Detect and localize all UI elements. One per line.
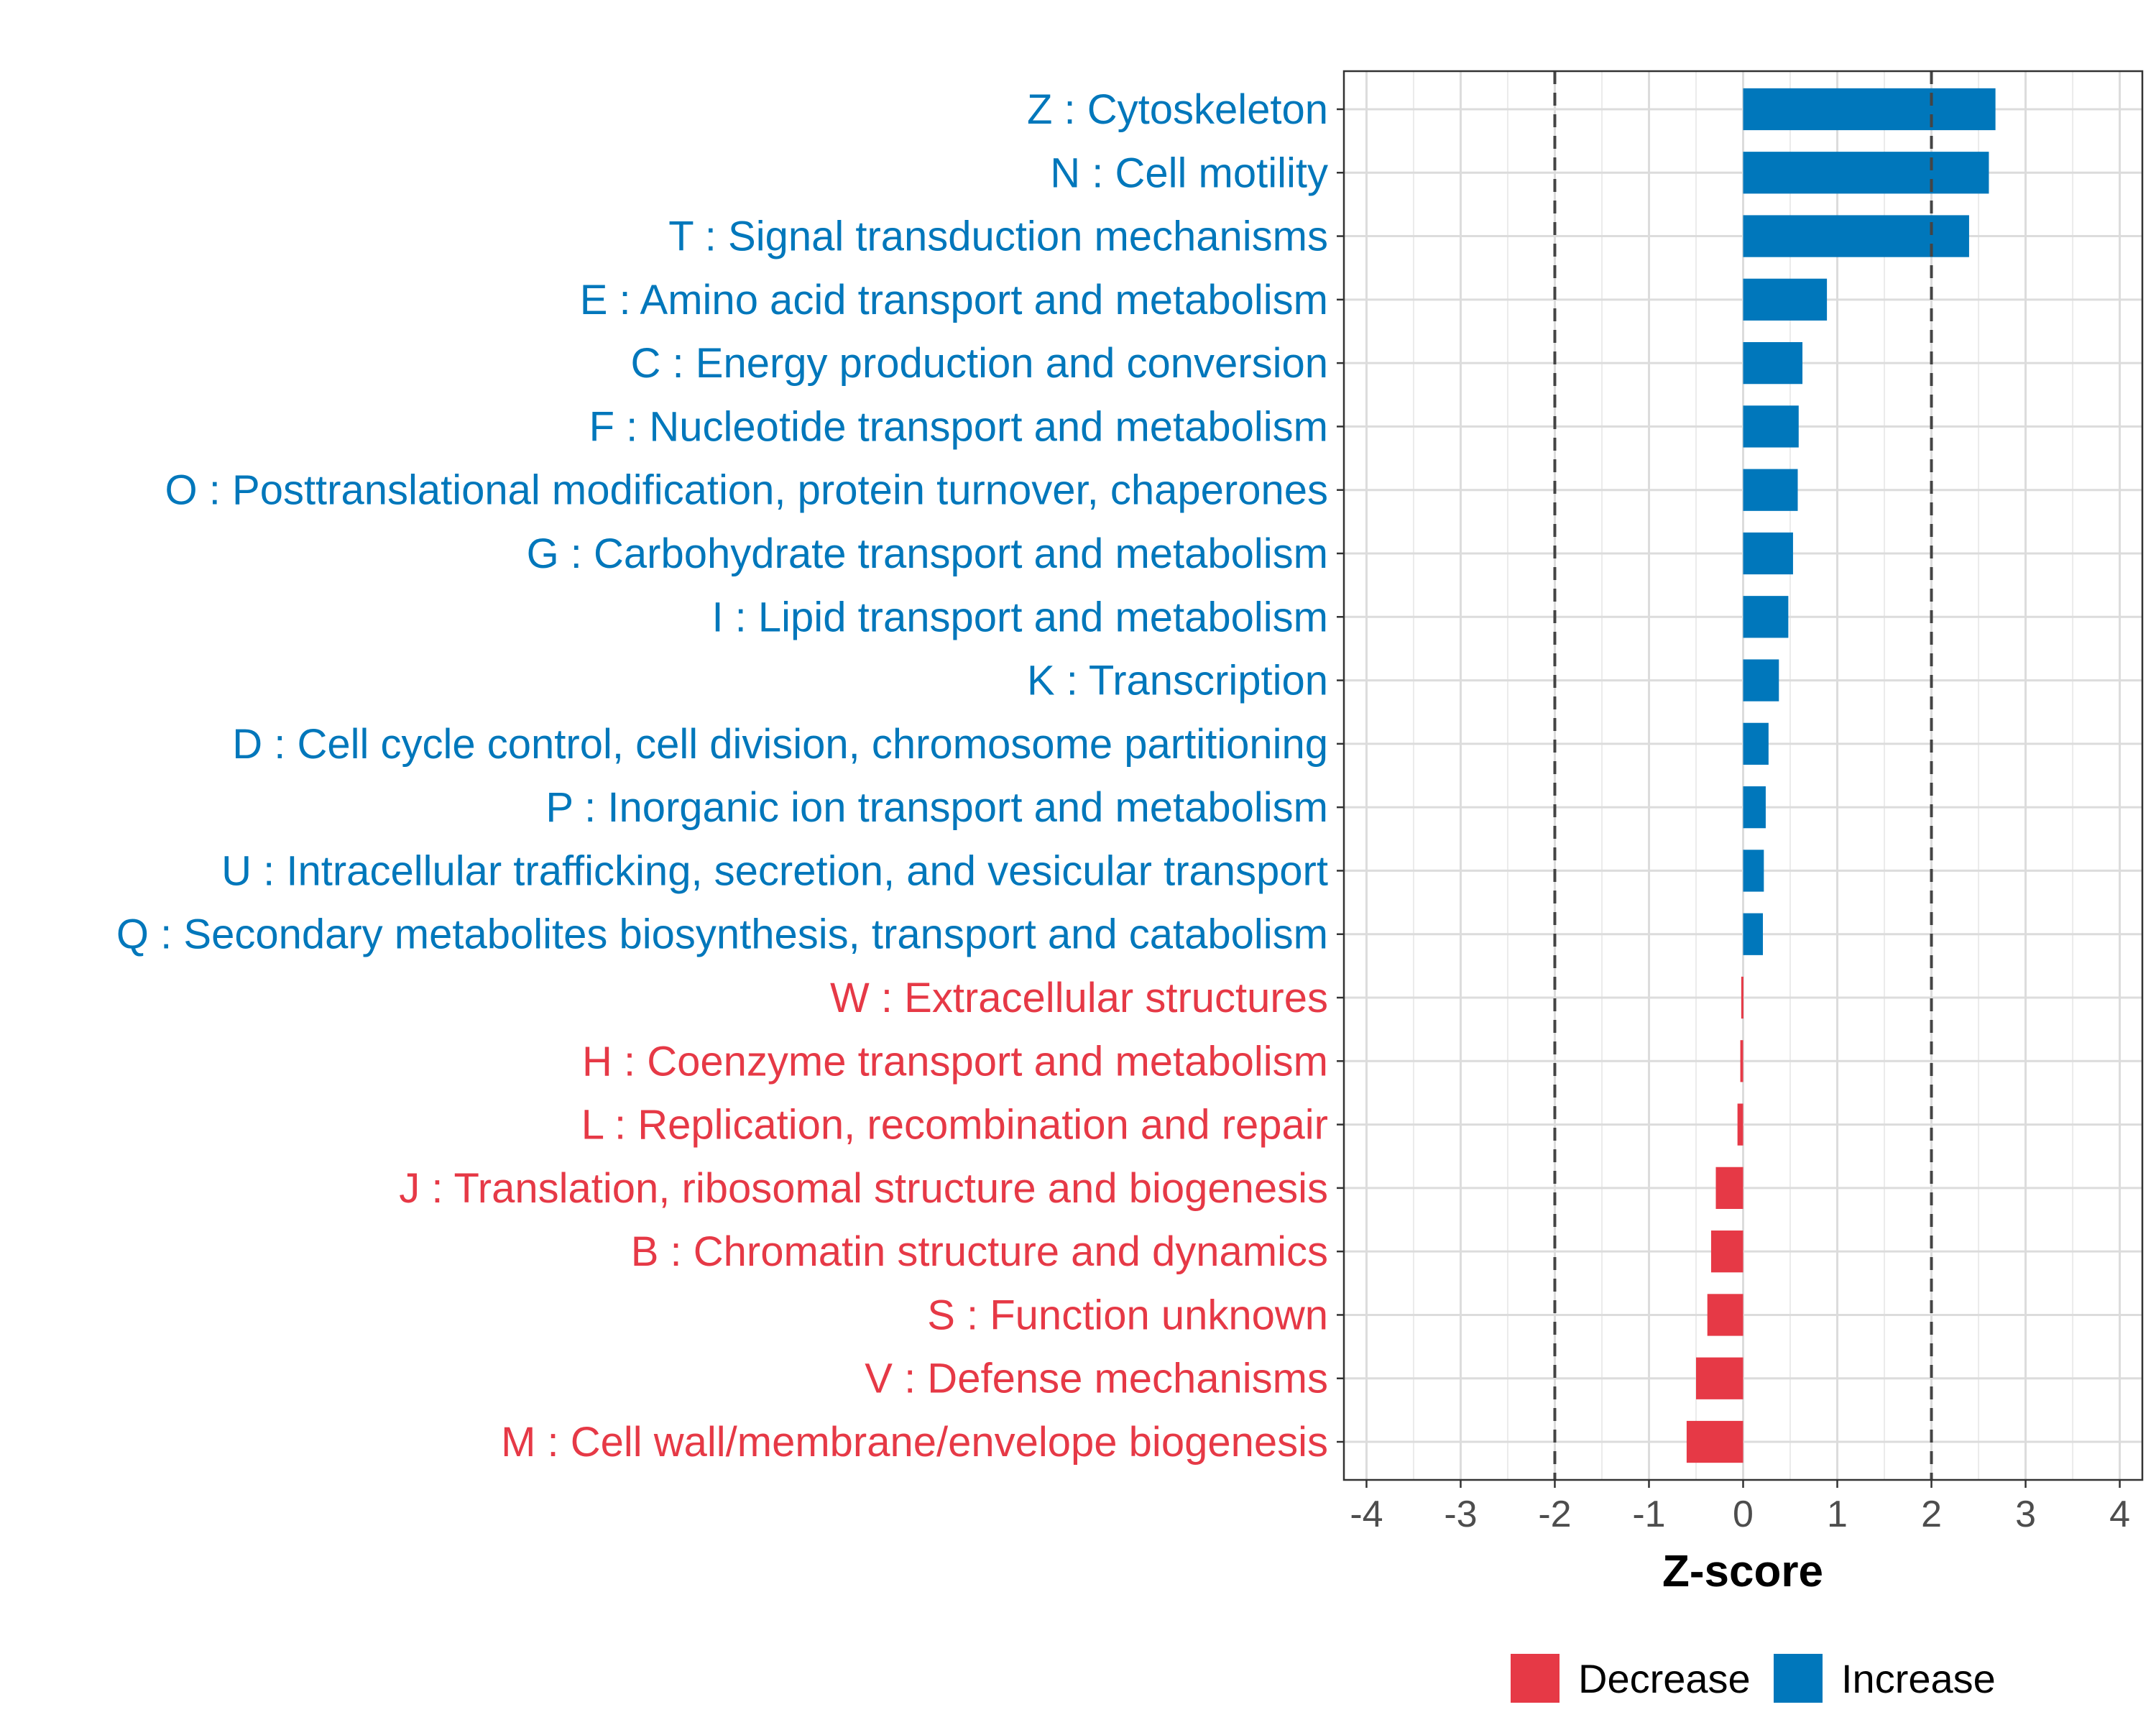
bar [1695,1357,1743,1399]
bar [1743,469,1798,511]
legend-label: Decrease [1578,1656,1751,1701]
category-label: Q : Secondary metabolites biosynthesis, … [116,911,1328,958]
x-tick-label: 1 [1827,1494,1848,1535]
x-axis-title: Z-score [1662,1547,1823,1596]
bar [1743,786,1766,829]
bar [1743,659,1779,702]
category-label: Z : Cytoskeleton [1027,86,1328,133]
bar [1743,341,1803,385]
category-label: V : Defense mechanisms [865,1356,1328,1402]
bars [1686,88,1996,1463]
bar [1743,278,1828,321]
category-label: F : Nucleotide transport and metabolism [589,403,1328,450]
reference-lines [1553,71,1933,1480]
category-label: P : Inorganic ion transport and metaboli… [545,784,1328,831]
bar [1743,722,1769,765]
category-label: T : Signal transduction mechanisms [668,213,1328,260]
bar [1707,1294,1743,1336]
category-label: H : Coenzyme transport and metabolism [582,1038,1328,1085]
category-label: L : Replication, recombination and repai… [581,1102,1328,1149]
bar [1741,976,1743,1019]
bar [1743,88,1996,131]
category-label: O : Posttranslational modification, prot… [165,467,1328,514]
category-label: K : Transcription [1027,658,1328,704]
category-label: D : Cell cycle control, cell division, c… [232,721,1328,768]
x-tick-label: 2 [1921,1494,1942,1535]
category-label: U : Intracellular trafficking, secretion… [221,847,1328,894]
category-label: M : Cell wall/membrane/envelope biogenes… [501,1419,1328,1466]
category-label: J : Translation, ribosomal structure and… [399,1165,1328,1212]
x-axis: -4 -3 -2 -1 0 1 2 3 4 [1350,1480,2130,1535]
x-tick-label: -2 [1538,1494,1571,1535]
legend-label: Increase [1841,1656,1996,1701]
bar [1743,913,1764,955]
bar [1715,1167,1743,1210]
bar [1743,532,1793,575]
category-label: C : Energy production and conversion [631,340,1328,387]
bar [1710,1230,1743,1273]
category-label: I : Lipid transport and metabolism [711,594,1328,640]
x-tick-label: -3 [1444,1494,1477,1535]
category-label: B : Chromatin structure and dynamics [631,1228,1328,1275]
category-label: G : Carbohydrate transport and metabolis… [527,530,1328,577]
bar [1743,152,1989,194]
legend-swatch [1774,1654,1823,1703]
x-tick-label: 0 [1733,1494,1754,1535]
bar [1743,405,1799,448]
category-label: S : Function unknown [927,1292,1328,1338]
x-tick-label: 3 [2015,1494,2036,1535]
category-label: N : Cell motility [1050,150,1328,196]
x-tick-label: -1 [1632,1494,1665,1535]
bar [1686,1420,1743,1463]
bar [1743,215,1969,257]
bar [1740,1040,1743,1082]
legend-swatch [1511,1654,1560,1703]
bar [1743,850,1764,892]
legend: Decrease Increase [1511,1654,1996,1703]
bar [1737,1103,1743,1146]
category-label: W : Extracellular structures [830,975,1328,1021]
category-label: E : Amino acid transport and metabolism [580,277,1328,323]
x-tick-label: 4 [2109,1494,2130,1535]
category-labels: Z : Cytoskeleton N : Cell motility T : Sig… [116,86,1344,1466]
bar [1743,596,1789,638]
x-tick-label: -4 [1350,1494,1383,1535]
